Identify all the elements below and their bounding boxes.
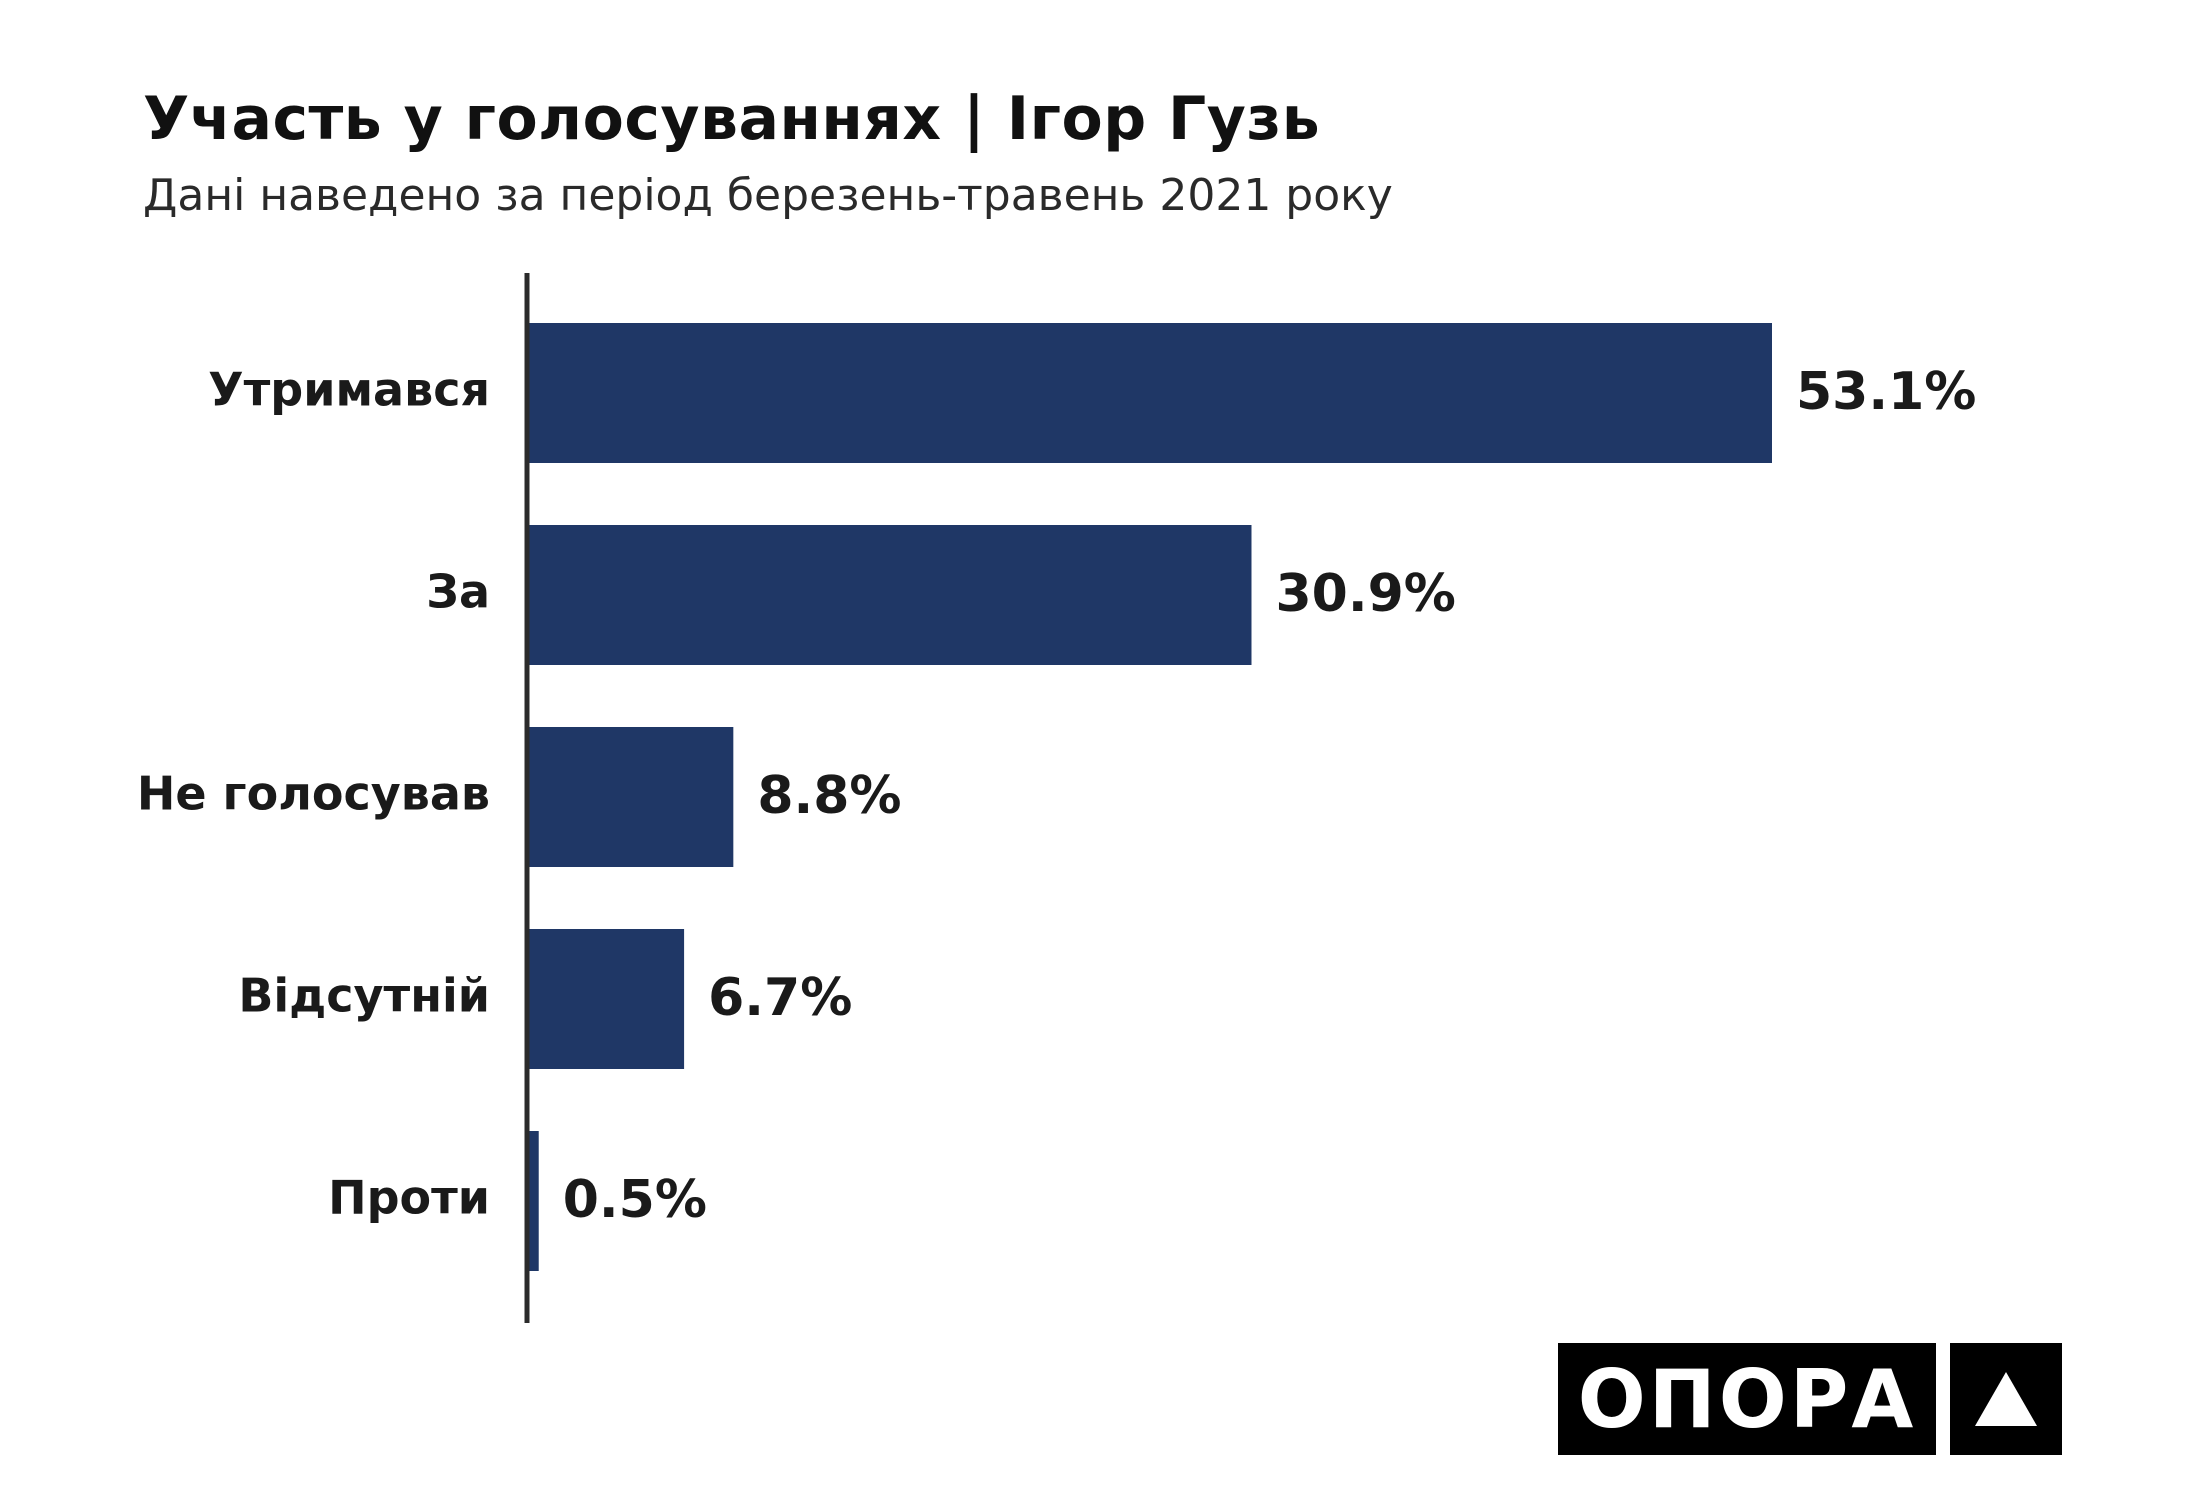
chart-subtitle: Дані наведено за період березень-травень… [143, 170, 1393, 221]
bar-4 [527, 929, 685, 1069]
category-label: Не голосував [137, 767, 490, 821]
triangle-up-icon [1975, 1372, 2037, 1426]
opora-logo: ОПОРА [1558, 1343, 1936, 1455]
logo-text: ОПОРА [1577, 1352, 1917, 1446]
category-label: Проти [328, 1171, 490, 1225]
category-label: За [426, 565, 490, 619]
bar-3 [527, 727, 734, 867]
bar-2 [527, 525, 1252, 665]
value-label: 53.1% [1796, 362, 1976, 422]
value-label: 30.9% [1275, 564, 1455, 624]
bar-5 [527, 1131, 539, 1271]
value-label: 8.8% [757, 766, 901, 826]
bar-1 [527, 323, 1772, 463]
value-label: 0.5% [563, 1170, 707, 1230]
chart-title: Участь у голосуваннях | Ігор Гузь [143, 84, 1321, 154]
category-label: Відсутній [238, 969, 490, 1023]
category-label: Утримався [208, 363, 490, 417]
logo-triangle-box [1950, 1343, 2062, 1455]
value-label: 6.7% [708, 968, 852, 1028]
